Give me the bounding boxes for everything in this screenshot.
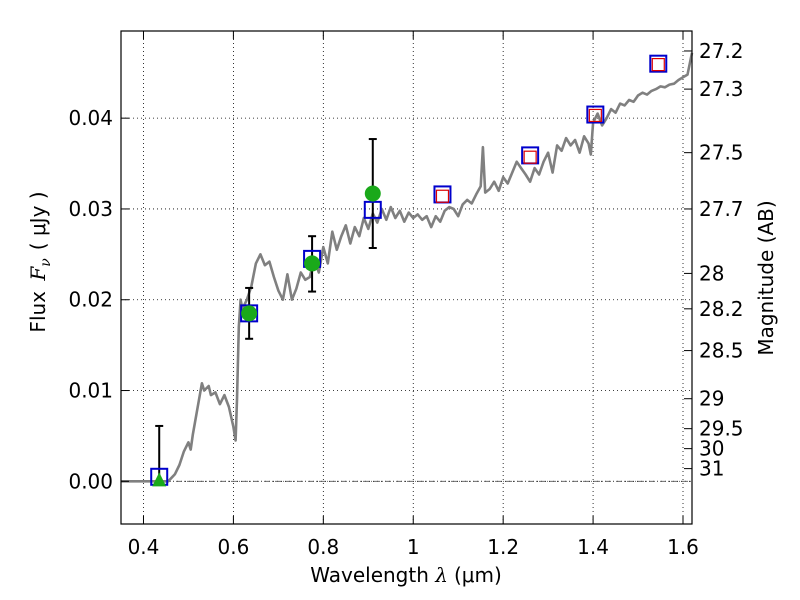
magnitude-tick-label: 27.7 <box>699 197 744 221</box>
model-photometry-square <box>586 105 605 124</box>
model-photometry-square <box>363 200 382 219</box>
spectrum-model-line <box>121 52 694 483</box>
x-tick-labels: 0.4 0.6 0.8 1 1.2 1.4 1.6 <box>128 535 699 559</box>
plot-frame <box>120 30 693 525</box>
observed-photometry-point <box>241 305 258 322</box>
x-tick-label: 1.2 <box>487 535 519 559</box>
y-axis-label: Flux Fν( μJy ) <box>26 191 54 332</box>
observed-photometry-group <box>152 185 381 487</box>
model-photometry-square <box>649 54 668 73</box>
y-tick-label: 0.02 <box>68 288 113 312</box>
magnitude-tick-label: 28.5 <box>699 339 744 363</box>
predicted-photometry-square <box>435 189 450 203</box>
observed-photometry-point <box>304 255 321 272</box>
y-tick-label: 0.00 <box>68 469 113 493</box>
magnitude-tick-label: 29.5 <box>699 417 744 441</box>
magnitude-tick-label: 27.5 <box>699 141 744 165</box>
magnitude-tick-label: 28.2 <box>699 297 744 321</box>
x-axis-label: Wavelength λ (μm) <box>310 563 502 587</box>
x-tick-label: 0.4 <box>128 535 160 559</box>
x-tick-label: 1.4 <box>577 535 609 559</box>
magnitude-tick-label: 30 <box>699 437 724 461</box>
magnitude-tick-label: 31 <box>699 457 724 481</box>
magnitude-axis-label: Magnitude (AB) <box>754 200 778 355</box>
x-tick-label: 1.6 <box>667 535 699 559</box>
x-tick-label: 1 <box>407 535 420 559</box>
predicted-photometry-square <box>523 150 537 164</box>
magnitude-tick-label: 27.3 <box>699 77 744 101</box>
y-tick-label: 0.01 <box>68 379 113 403</box>
magnitude-tick-label: 28 <box>699 261 724 285</box>
magnitude-tick-label: 27.2 <box>699 39 744 63</box>
y-tick-labels: 0.00 0.01 0.02 0.03 0.04 <box>68 106 113 493</box>
x-tick-label: 0.6 <box>217 535 249 559</box>
observed-photometry-upper-limit-marker <box>152 472 167 487</box>
predicted-photometry-square <box>588 108 602 123</box>
magnitude-tick-label: 29 <box>699 387 724 411</box>
predicted-photometry-square <box>651 57 665 72</box>
tick-marks <box>121 31 692 524</box>
y-tick-label: 0.04 <box>68 106 113 130</box>
observed-photometry-point <box>364 185 381 202</box>
y-tick-label: 0.03 <box>68 197 113 221</box>
x-tick-label: 0.8 <box>307 535 339 559</box>
